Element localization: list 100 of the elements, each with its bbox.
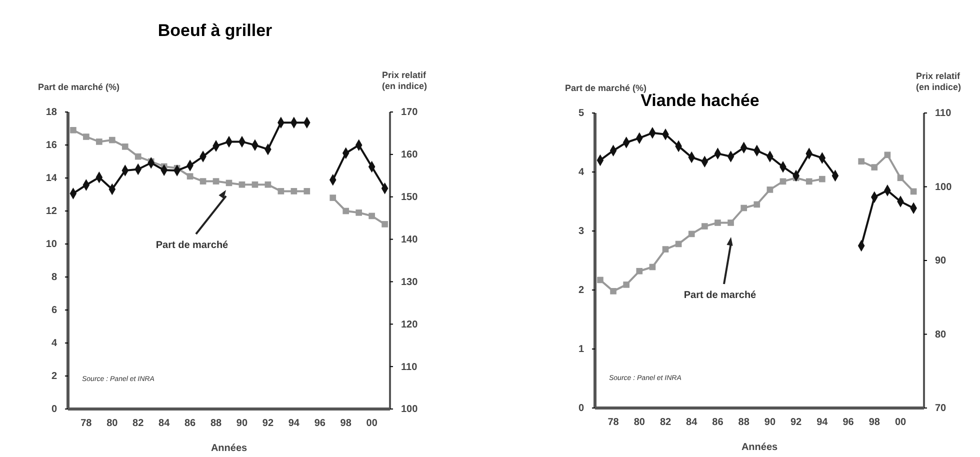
point bbox=[226, 180, 232, 186]
point bbox=[96, 138, 102, 145]
point bbox=[780, 178, 786, 185]
x-axis-title: Années bbox=[741, 442, 778, 453]
point bbox=[108, 136, 116, 144]
x-tick-label: 82 bbox=[132, 418, 144, 430]
point bbox=[238, 181, 246, 188]
point bbox=[649, 264, 656, 270]
point bbox=[368, 212, 375, 220]
point bbox=[819, 176, 826, 182]
point bbox=[714, 220, 721, 226]
y2-tick-label: 100 bbox=[935, 182, 952, 193]
x-tick-label: 80 bbox=[634, 417, 646, 428]
chart-title: Viande hachée bbox=[640, 91, 760, 110]
point bbox=[70, 126, 76, 134]
x-tick-label: 90 bbox=[764, 417, 776, 428]
point bbox=[597, 276, 604, 284]
point bbox=[342, 208, 350, 214]
point bbox=[871, 164, 878, 170]
point bbox=[702, 223, 708, 230]
y-tick-label: 0 bbox=[578, 403, 584, 414]
y-tick-label: 4 bbox=[578, 167, 584, 178]
y-tick-label: 16 bbox=[46, 140, 58, 152]
x-tick-label: 96 bbox=[842, 417, 854, 428]
point bbox=[806, 178, 812, 185]
point bbox=[212, 178, 220, 184]
y2-tick-label: 80 bbox=[935, 329, 947, 340]
point bbox=[728, 220, 734, 226]
point bbox=[884, 152, 891, 158]
point bbox=[252, 181, 258, 188]
point bbox=[766, 186, 774, 193]
x-tick-label: 92 bbox=[262, 418, 274, 430]
y2-tick-label: 70 bbox=[935, 403, 947, 414]
y-tick-label: 4 bbox=[51, 338, 58, 350]
x-tick-label: 78 bbox=[608, 417, 620, 428]
y2-axis-title: Prix relatif (en indice) bbox=[916, 71, 962, 92]
y2-axis-title: Prix relatif (en indice) bbox=[382, 70, 428, 91]
x-axis-title: Années bbox=[210, 443, 248, 454]
point bbox=[754, 201, 760, 208]
y2-tick-label: 120 bbox=[401, 319, 418, 330]
y-tick-label: 0 bbox=[51, 404, 58, 416]
y2-tick-label: 90 bbox=[935, 256, 947, 267]
y-tick-label: 5 bbox=[578, 108, 584, 120]
y-axis-title: Part de marché (%) bbox=[38, 82, 120, 92]
x-tick-label: 96 bbox=[314, 418, 326, 430]
x-tick-label: 90 bbox=[236, 418, 248, 430]
x-tick-label: 78 bbox=[80, 418, 92, 430]
x-tick-label: 88 bbox=[210, 418, 222, 430]
x-tick-label: 84 bbox=[686, 417, 698, 428]
x-tick-label: 94 bbox=[288, 418, 300, 430]
point bbox=[897, 174, 904, 182]
y-tick-label: 12 bbox=[46, 206, 58, 218]
y2-tick-label: 150 bbox=[401, 192, 418, 204]
x-tick-label: 84 bbox=[158, 418, 170, 430]
point bbox=[382, 221, 388, 228]
point bbox=[636, 268, 643, 274]
point bbox=[858, 158, 864, 165]
x-tick-label: 00 bbox=[894, 417, 906, 428]
annotation: Part de marché bbox=[684, 290, 757, 301]
point bbox=[675, 240, 682, 248]
x-tick-label: 80 bbox=[106, 418, 118, 430]
y2-tick-label: 140 bbox=[401, 234, 418, 246]
point bbox=[740, 204, 747, 212]
point bbox=[688, 230, 695, 238]
point bbox=[134, 153, 142, 160]
point bbox=[278, 188, 284, 194]
y-tick-label: 18 bbox=[46, 107, 58, 118]
y-axis-title: Part de marché (%) bbox=[565, 83, 647, 93]
point bbox=[304, 188, 310, 194]
point bbox=[330, 194, 336, 201]
x-tick-label: 88 bbox=[738, 417, 750, 428]
y-tick-label: 2 bbox=[51, 371, 58, 382]
point bbox=[186, 173, 194, 180]
point bbox=[122, 143, 128, 150]
y-tick-label: 1 bbox=[578, 344, 584, 356]
y-tick-label: 14 bbox=[46, 173, 58, 184]
x-tick-label: 94 bbox=[816, 417, 828, 428]
x-tick-label: 98 bbox=[340, 418, 352, 430]
y-tick-label: 3 bbox=[578, 226, 584, 238]
point bbox=[910, 188, 917, 195]
x-tick-label: 98 bbox=[868, 417, 880, 428]
x-tick-label: 92 bbox=[790, 417, 802, 428]
chart-title: Boeuf à griller bbox=[158, 21, 273, 40]
point bbox=[356, 209, 362, 216]
y-tick-label: 6 bbox=[51, 305, 58, 316]
y2-tick-label: 100 bbox=[401, 404, 418, 416]
y-tick-label: 10 bbox=[46, 239, 58, 250]
y2-tick-label: 130 bbox=[401, 276, 418, 288]
point bbox=[83, 134, 90, 140]
point bbox=[200, 178, 206, 184]
x-tick-label: 00 bbox=[366, 418, 378, 430]
y2-tick-label: 110 bbox=[935, 108, 952, 120]
y-tick-label: 8 bbox=[51, 272, 58, 284]
point bbox=[290, 188, 298, 194]
y2-tick-label: 160 bbox=[401, 150, 418, 161]
x-tick-label: 86 bbox=[184, 418, 196, 430]
point bbox=[264, 181, 272, 188]
x-tick-label: 86 bbox=[712, 417, 724, 428]
y2-tick-label: 110 bbox=[401, 362, 418, 373]
y-tick-label: 2 bbox=[578, 285, 584, 296]
